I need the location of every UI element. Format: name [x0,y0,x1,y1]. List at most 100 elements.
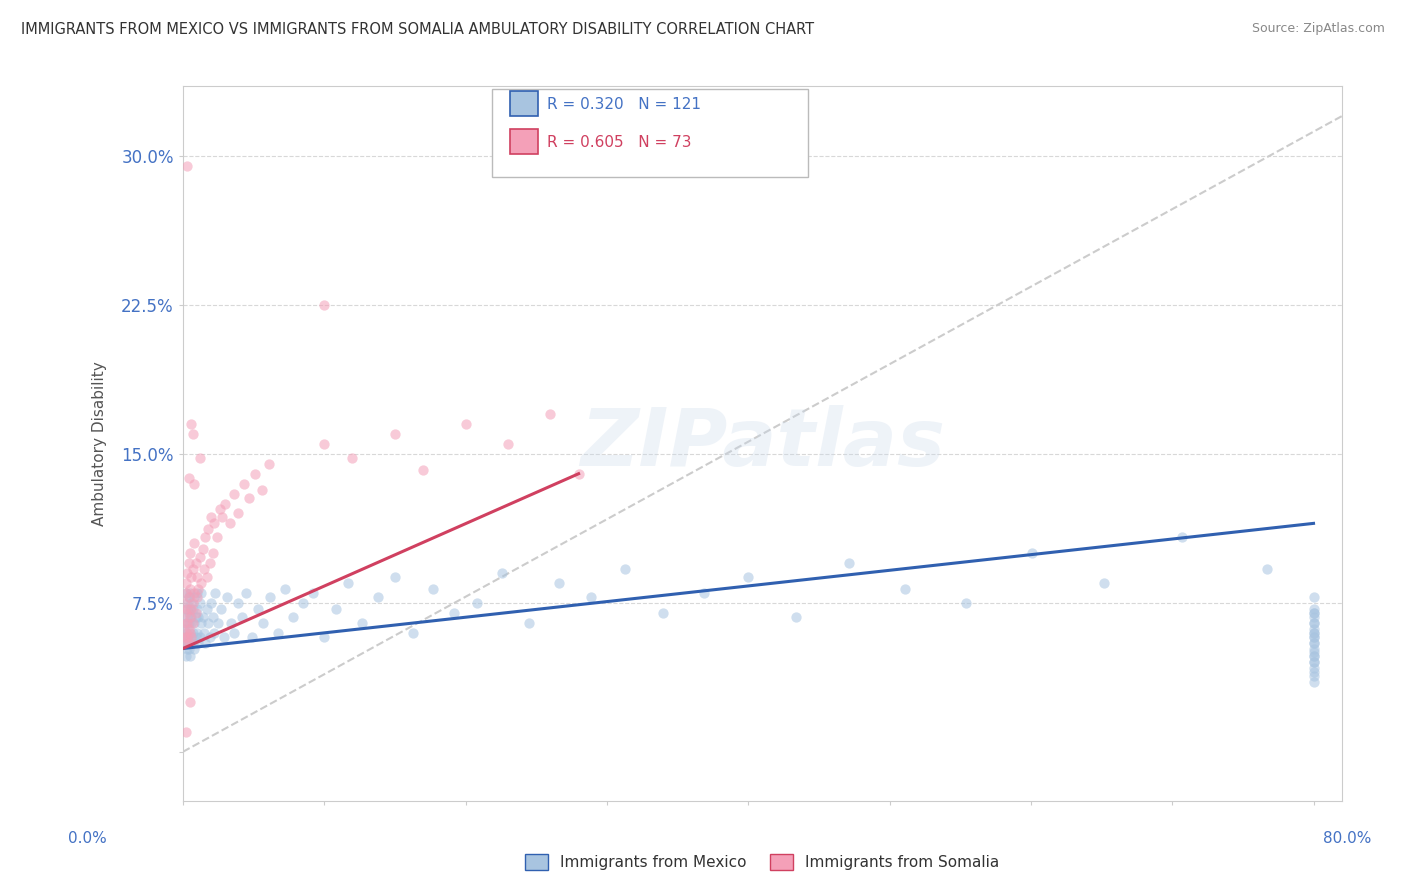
Point [176,635,198,649]
Point [184,609,207,624]
Point [173,635,195,649]
Point [614,562,637,576]
Point [208,502,231,516]
Point [194,635,217,649]
Point [177,590,200,604]
Point [1302,656,1324,670]
Point [179,625,201,640]
Point [186,586,208,600]
Point [183,536,205,550]
Point [173,630,195,644]
Point [384,427,406,442]
Point [197,615,219,630]
Point [201,546,224,560]
Point [186,590,208,604]
Point [179,602,201,616]
Point [176,630,198,644]
Point [180,615,202,630]
Point [337,576,360,591]
Point [1302,661,1324,675]
Point [181,562,204,576]
Point [402,625,425,640]
Point [581,590,603,604]
Point [273,582,295,596]
Point [231,609,253,624]
Point [190,615,212,630]
Point [222,625,245,640]
Point [202,516,225,531]
Point [1302,622,1324,636]
Point [181,427,204,442]
Point [207,615,229,630]
Point [180,630,202,644]
Legend: Immigrants from Mexico, Immigrants from Somalia: Immigrants from Mexico, Immigrants from … [519,848,1005,876]
Point [1302,669,1324,683]
Point [198,630,221,644]
Point [212,630,235,644]
Point [174,625,197,640]
Point [179,649,201,664]
Point [180,596,202,610]
Point [183,615,205,630]
Text: 80.0%: 80.0% [1323,831,1371,846]
Point [174,615,197,630]
Point [186,602,208,616]
Point [186,625,208,640]
Point [1302,675,1324,690]
Point [183,641,205,656]
Point [173,596,195,610]
Point [193,625,215,640]
Point [180,602,202,616]
Point [538,407,561,421]
Point [1092,576,1115,591]
Point [465,596,488,610]
Point [1256,562,1278,576]
Point [737,570,759,584]
Point [1302,625,1324,640]
Point [226,596,249,610]
Text: IMMIGRANTS FROM MEXICO VS IMMIGRANTS FROM SOMALIA AMBULATORY DISABILITY CORRELAT: IMMIGRANTS FROM MEXICO VS IMMIGRANTS FRO… [21,22,814,37]
Point [193,562,215,576]
Point [838,556,860,570]
Point [188,596,211,610]
Point [177,606,200,620]
Point [785,609,807,624]
Point [176,596,198,610]
Point [174,586,197,600]
Point [412,463,434,477]
Point [384,570,406,584]
Point [1302,625,1324,640]
Point [342,450,364,465]
Point [235,586,257,600]
Point [197,522,219,536]
Point [547,576,569,591]
Point [201,609,224,624]
Point [177,590,200,604]
Point [454,417,477,431]
Point [191,609,214,624]
Point [179,695,201,709]
Point [183,476,205,491]
Point [180,570,202,584]
Point [1302,656,1324,670]
Point [1302,590,1324,604]
Point [188,550,211,565]
Point [211,510,233,524]
Point [194,530,217,544]
Point [183,590,205,604]
Point [218,516,240,531]
Text: Source: ZipAtlas.com: Source: ZipAtlas.com [1251,22,1385,36]
Point [176,630,198,644]
Point [352,615,374,630]
Point [191,542,214,557]
Point [202,625,225,640]
Point [222,486,245,500]
Point [174,576,197,591]
Point [422,582,444,596]
Point [1302,609,1324,624]
Point [314,298,336,312]
Point [1302,649,1324,664]
Point [176,159,198,173]
Point [209,602,232,616]
Point [187,635,209,649]
